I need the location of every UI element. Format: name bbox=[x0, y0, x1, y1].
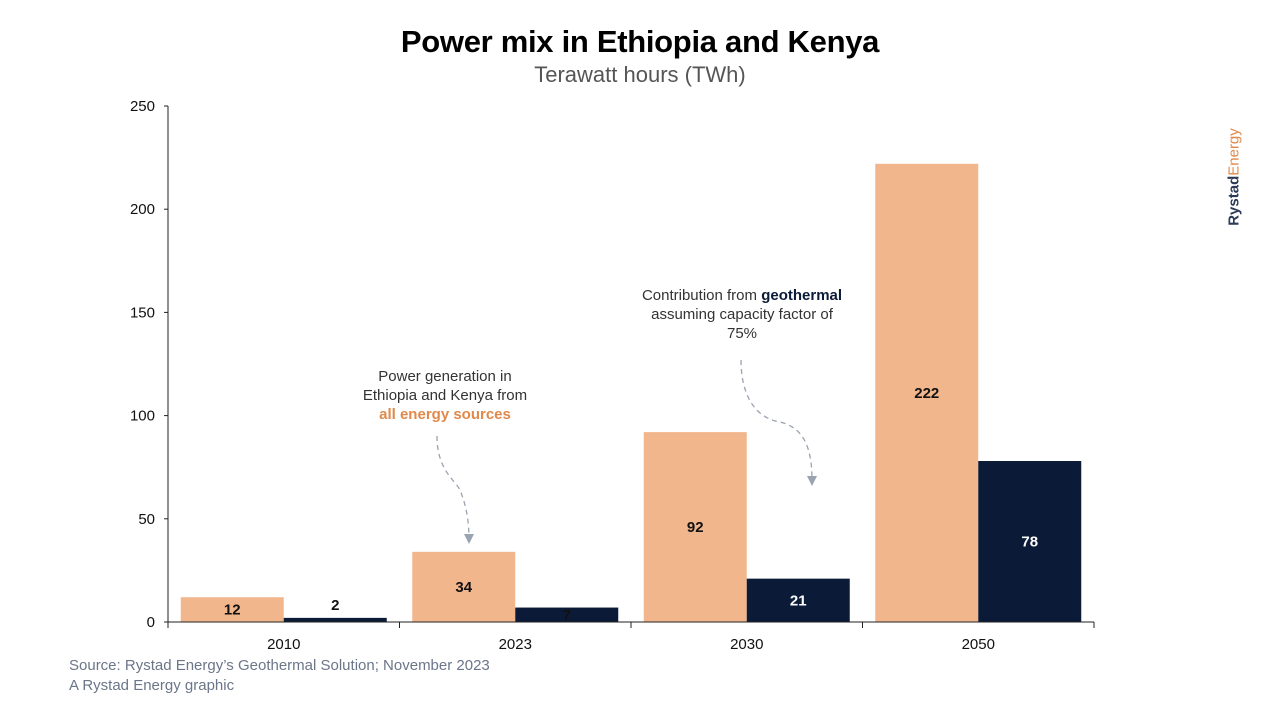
bar-2010-s2 bbox=[283, 617, 387, 622]
y-tick-label-200: 200 bbox=[130, 201, 155, 218]
x-tick-label-2050: 2050 bbox=[962, 636, 995, 653]
brand-part2: Energy bbox=[1225, 128, 1243, 176]
bar-2050-s1 bbox=[875, 163, 979, 623]
annotation-geothermal-line3: 75% bbox=[726, 325, 758, 342]
data-label-2010-s1: 12 bbox=[224, 602, 241, 619]
bar-2010-s1 bbox=[180, 597, 284, 622]
arrowhead-all-sources bbox=[464, 534, 474, 544]
annotation-all-sources: Power generation in Ethiopia and Kenya f… bbox=[340, 367, 550, 424]
chart-title: Power mix in Ethiopia and Kenya bbox=[400, 24, 880, 59]
arrow-geothermal bbox=[740, 359, 813, 481]
bar-2030-s2 bbox=[746, 578, 850, 622]
y-tick-label-250: 250 bbox=[130, 98, 155, 115]
y-tick-label-150: 150 bbox=[130, 304, 155, 321]
y-tick-label-50: 50 bbox=[138, 511, 155, 528]
bar-2030-s1 bbox=[643, 432, 747, 622]
data-label-2023-s1: 34 bbox=[455, 579, 472, 596]
x-tick-label-2023: 2023 bbox=[499, 636, 532, 653]
annotation-geothermal-highlight: geothermal bbox=[761, 287, 843, 304]
y-tick-label-0: 0 bbox=[147, 614, 155, 631]
data-label-2030-s2: 21 bbox=[790, 592, 807, 609]
data-label-2050-s1: 222 bbox=[914, 385, 939, 402]
brand-part1: Rystad bbox=[1225, 175, 1243, 226]
arrow-all-sources bbox=[436, 435, 470, 541]
data-label-2050-s2: 78 bbox=[1021, 534, 1038, 551]
annotation-geothermal-line1: Contribution from geothermal bbox=[612, 286, 872, 305]
y-tick-label-100: 100 bbox=[130, 408, 155, 425]
bar-2050-s2 bbox=[978, 461, 1082, 622]
annotation-all-sources-line2: Ethiopia and Kenya from bbox=[362, 387, 528, 404]
x-tick-label-2030: 2030 bbox=[730, 636, 763, 653]
annotation-geothermal-prefix: Contribution from bbox=[641, 287, 758, 304]
annotation-all-sources-line1: Power generation in bbox=[378, 368, 512, 385]
data-label-2030-s1: 92 bbox=[687, 519, 704, 536]
data-label-2010-s2: 2 bbox=[331, 597, 339, 614]
annotation-geothermal-line2: assuming capacity factor of bbox=[651, 306, 833, 323]
x-tick-label-2010: 2010 bbox=[267, 636, 300, 653]
annotation-geothermal: Contribution from geothermal assuming ca… bbox=[612, 286, 872, 343]
bar-2023-s2 bbox=[515, 607, 619, 622]
brand-logo: RystadEnergy bbox=[1225, 122, 1243, 232]
annotation-all-sources-highlight: all energy sources bbox=[379, 406, 511, 423]
bar-2023-s1 bbox=[412, 551, 516, 622]
chart-subtitle: Terawatt hours (TWh) bbox=[534, 62, 746, 87]
footer-source: Source: Rystad Energy’s Geothermal Solut… bbox=[69, 657, 490, 674]
footer-credit: A Rystad Energy graphic bbox=[69, 677, 235, 694]
data-label-2023-s2: 7 bbox=[563, 607, 571, 624]
arrowhead-geothermal bbox=[807, 476, 817, 486]
